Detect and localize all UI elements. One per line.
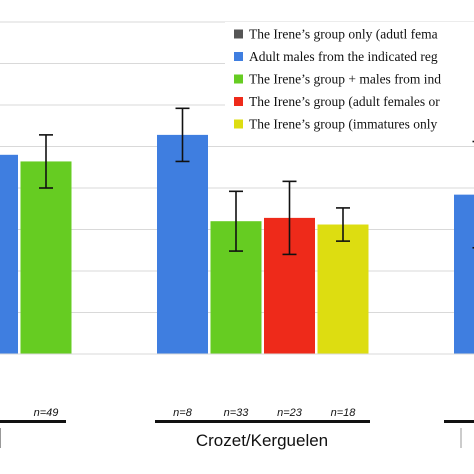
sample-size-label: n=49 xyxy=(34,407,59,419)
sample-size-label: n=8 xyxy=(173,407,193,419)
legend-entry: The Irene’s group (adult females or xyxy=(249,94,440,109)
legend-entry: Adult males from the indicated reg xyxy=(249,49,438,64)
sample-size-label: n=23 xyxy=(277,407,303,419)
error-bars xyxy=(39,107,474,256)
legend-entry: The Irene’s group + males from ind xyxy=(249,72,441,87)
group-underline xyxy=(444,420,474,423)
legend-entry: The Irene’s group only (adutl fema xyxy=(249,27,438,42)
legend-background xyxy=(225,22,474,134)
group-underline xyxy=(155,420,370,423)
bar-0-2 xyxy=(20,161,72,354)
group-underline xyxy=(0,420,66,423)
sample-size-labels: n=49 n=8 n=33 n=23 n=18 xyxy=(34,407,357,419)
legend-swatch xyxy=(234,74,243,84)
group-labels: Crozet/Kerguelen xyxy=(0,420,474,450)
sample-size-label: n=18 xyxy=(331,407,357,419)
bar-1-4 xyxy=(317,224,369,354)
sample-size-label: n=33 xyxy=(224,407,250,419)
group-label: Crozet/Kerguelen xyxy=(196,431,328,450)
legend-swatch xyxy=(234,97,243,106)
legend-swatch xyxy=(234,29,243,39)
legend-entry: The Irene’s group (immatures only xyxy=(249,117,437,132)
bars xyxy=(0,134,474,354)
legend-swatch xyxy=(234,52,243,61)
bar-2-1 xyxy=(454,194,474,354)
legend: The Irene’s group only (adutl fema Adult … xyxy=(225,22,474,134)
bar-0-1 xyxy=(0,154,18,354)
bar-1-1 xyxy=(157,134,208,354)
legend-swatch xyxy=(234,119,243,129)
